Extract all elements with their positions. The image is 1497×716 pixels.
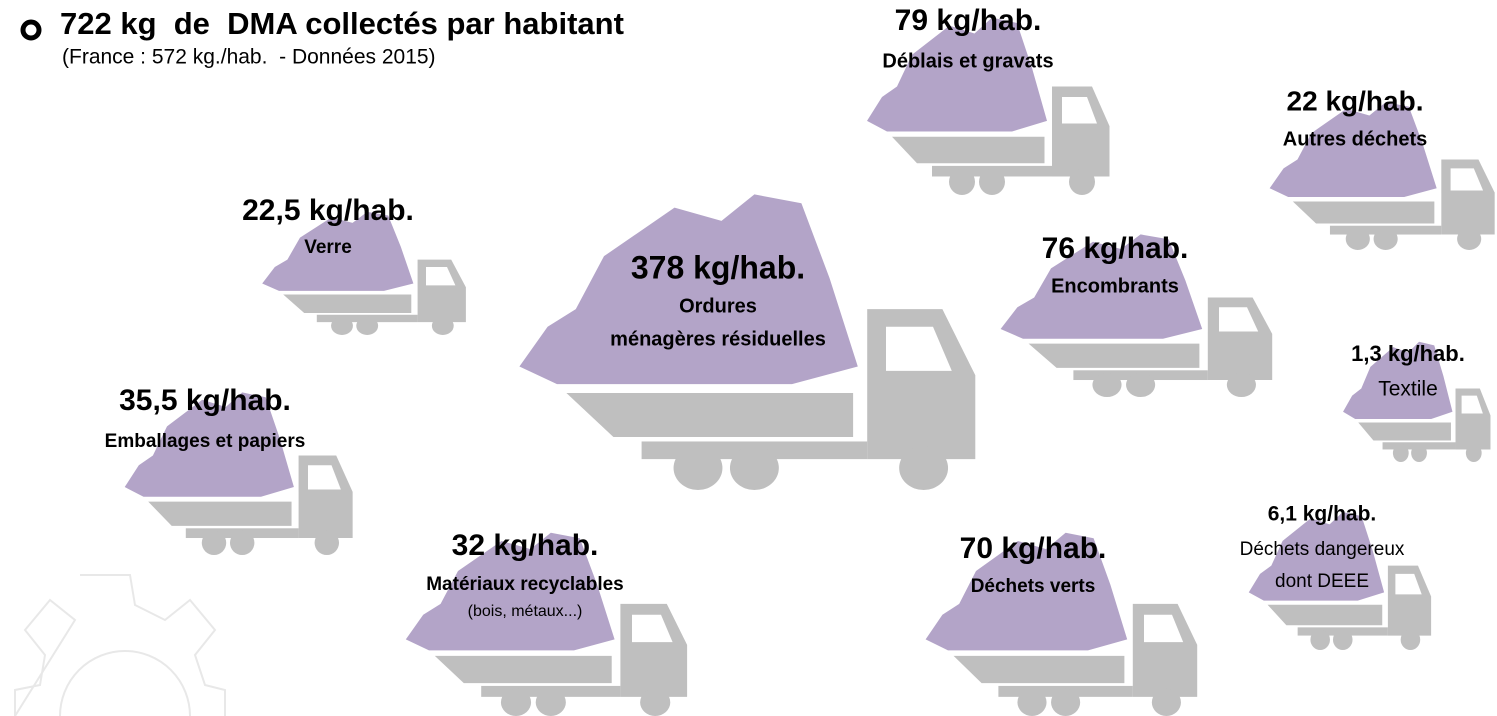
truck bbox=[1248, 512, 1432, 650]
item-label: Déchets verts bbox=[971, 576, 1096, 597]
truck-wheel bbox=[949, 168, 975, 196]
item-value: 76 kg/hab. bbox=[1042, 232, 1189, 265]
item-value: 1,3 kg/hab. bbox=[1351, 341, 1465, 366]
item-label: Matériaux recyclables bbox=[426, 574, 624, 595]
waste-pile bbox=[262, 211, 414, 291]
truck bbox=[519, 194, 976, 490]
truck-wheel bbox=[500, 688, 532, 716]
item-label: Ordures bbox=[679, 295, 757, 317]
truck-bed bbox=[1028, 343, 1200, 368]
bullet bbox=[20, 19, 42, 41]
waste-pile bbox=[519, 194, 858, 385]
truck-wheel bbox=[1017, 688, 1047, 716]
truck-wheel bbox=[229, 530, 255, 555]
waste-pile bbox=[1343, 341, 1453, 419]
truck-bed bbox=[566, 392, 854, 438]
truck-wheel bbox=[1400, 629, 1421, 650]
truck-wheel bbox=[1069, 168, 1095, 196]
item-label: dont DEEE bbox=[1275, 571, 1369, 592]
truck-wheel bbox=[1332, 629, 1353, 650]
truck-wheel bbox=[431, 316, 454, 335]
subtitle: (France : 572 kg./hab. - Données 2015) bbox=[62, 46, 436, 69]
truck-wheel bbox=[1092, 372, 1122, 397]
item-value: 32 kg/hab. bbox=[452, 529, 599, 562]
truck-bed bbox=[1358, 422, 1451, 441]
truck bbox=[124, 392, 353, 555]
item-label: Déblais et gravats bbox=[882, 50, 1053, 72]
truck-window bbox=[1461, 395, 1483, 414]
truck bbox=[262, 211, 466, 335]
item-label: Emballages et papiers bbox=[105, 431, 306, 452]
truck-window bbox=[1219, 307, 1259, 332]
item-value: 22,5 kg/hab. bbox=[242, 194, 414, 227]
truck-window bbox=[886, 326, 952, 371]
item-label: ménagères résiduelles bbox=[610, 328, 826, 350]
truck-bed bbox=[434, 655, 612, 684]
gear-outline bbox=[14, 574, 226, 716]
truck bbox=[405, 532, 688, 716]
item-value: 22 kg/hab. bbox=[1287, 85, 1424, 116]
truck-wheel bbox=[1373, 227, 1398, 250]
truck-wheel bbox=[1151, 688, 1181, 716]
truck-wheel bbox=[1465, 444, 1482, 462]
truck-bed bbox=[1267, 604, 1383, 626]
truck-wheel bbox=[673, 445, 723, 490]
truck bbox=[925, 532, 1198, 716]
item-label: Autres déchets bbox=[1283, 128, 1428, 150]
item-value: 6,1 kg/hab. bbox=[1268, 503, 1377, 526]
truck-wheel bbox=[899, 445, 949, 490]
truck-wheel bbox=[979, 168, 1005, 196]
truck-bed bbox=[953, 655, 1125, 684]
truck bbox=[1000, 234, 1273, 397]
truck bbox=[1343, 341, 1491, 462]
title: 722 kg de DMA collectés par habitant bbox=[60, 6, 624, 41]
truck-wheel bbox=[1051, 688, 1081, 716]
item-value: 70 kg/hab. bbox=[960, 532, 1107, 565]
truck-bed bbox=[283, 294, 412, 313]
truck-wheel bbox=[356, 316, 379, 335]
truck-wheel bbox=[1310, 629, 1330, 650]
waste-pile bbox=[867, 17, 1047, 132]
truck-wheel bbox=[535, 688, 566, 716]
truck-wheel bbox=[729, 445, 779, 490]
truck-wheel bbox=[1126, 372, 1156, 397]
truck-window bbox=[632, 614, 673, 643]
item-label: Verre bbox=[304, 237, 352, 258]
waste-pile bbox=[124, 392, 294, 497]
truck-wheel bbox=[1392, 444, 1409, 462]
truck-window bbox=[1144, 614, 1184, 643]
truck-window bbox=[308, 465, 341, 490]
truck-bed bbox=[1292, 201, 1435, 224]
truck-window bbox=[1062, 97, 1097, 124]
waste-pile bbox=[1269, 102, 1437, 198]
item-value: 79 kg/hab. bbox=[895, 4, 1042, 37]
truck-bed bbox=[892, 136, 1045, 164]
item-label: Encombrants bbox=[1051, 275, 1179, 297]
truck bbox=[867, 17, 1110, 196]
truck-window bbox=[426, 266, 456, 286]
truck-wheel bbox=[1457, 227, 1482, 250]
truck-wheel bbox=[331, 316, 353, 335]
item-label: (bois, métaux...) bbox=[468, 603, 583, 620]
waste-pile bbox=[1000, 234, 1203, 339]
truck-window bbox=[1395, 573, 1422, 595]
truck-wheel bbox=[201, 530, 227, 555]
waste-pile bbox=[405, 532, 615, 651]
truck-wheel bbox=[1345, 227, 1370, 250]
waste-pile bbox=[1248, 512, 1385, 601]
truck-wheel bbox=[1411, 444, 1427, 462]
waste-pile bbox=[925, 532, 1128, 651]
item-label: Déchets dangereux bbox=[1240, 539, 1405, 560]
truck bbox=[1269, 102, 1495, 250]
item-value: 378 kg/hab. bbox=[631, 249, 805, 285]
truck-wheel bbox=[314, 530, 340, 555]
item-label: Textile bbox=[1378, 378, 1438, 401]
truck-wheel bbox=[1226, 372, 1256, 397]
item-value: 35,5 kg/hab. bbox=[119, 384, 291, 417]
truck-bed bbox=[148, 501, 292, 526]
truck-window bbox=[1450, 168, 1484, 191]
truck-wheel bbox=[640, 688, 671, 716]
